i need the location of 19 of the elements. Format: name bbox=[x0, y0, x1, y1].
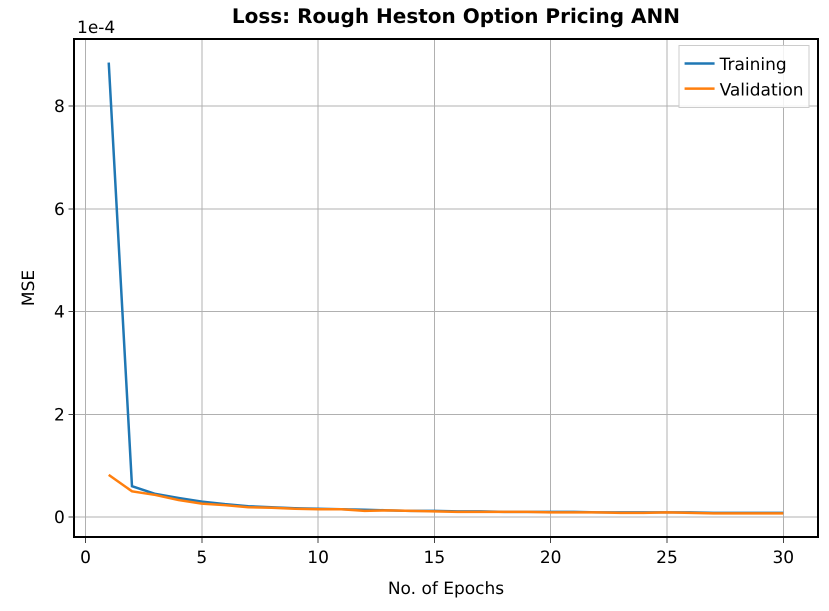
chart-title: Loss: Rough Heston Option Pricing ANN bbox=[232, 4, 680, 28]
y-tick-label: 0 bbox=[54, 508, 65, 528]
y-tick-label: 6 bbox=[54, 200, 65, 220]
y-tick-label: 8 bbox=[54, 97, 65, 118]
text: 1e-4 bbox=[77, 18, 116, 38]
y-axis-title: MSE bbox=[19, 270, 40, 306]
x-tick-label: 25 bbox=[656, 548, 678, 568]
y-tick-label: 4 bbox=[54, 302, 65, 323]
x-tick-label: 15 bbox=[424, 548, 446, 568]
x-tick-label: 0 bbox=[80, 548, 91, 568]
x-tick-label: 5 bbox=[196, 548, 208, 568]
x-axis-title: No. of Epochs bbox=[388, 579, 504, 600]
x-tick-label: 10 bbox=[307, 548, 329, 568]
x-tick-label: 30 bbox=[772, 548, 794, 568]
legend-label: Validation bbox=[720, 80, 804, 100]
line-series bbox=[107, 474, 785, 515]
y-tick-label: 2 bbox=[54, 405, 65, 426]
legend-label: Training bbox=[718, 55, 787, 76]
x-tick-label: 20 bbox=[540, 548, 562, 568]
